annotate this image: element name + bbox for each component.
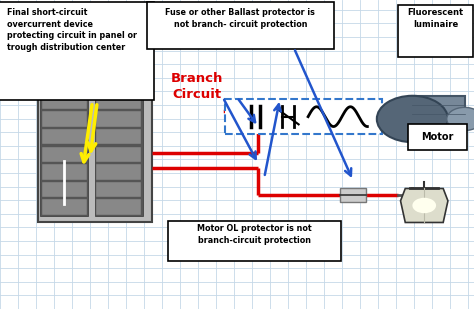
Bar	[225, 99, 382, 134]
Text: Final short-circuit
overcurrent device
protecting circuit in panel or
trough dis: Final short-circuit overcurrent device p…	[7, 8, 137, 52]
Bar	[42, 129, 87, 145]
Bar	[96, 199, 141, 215]
Bar	[42, 94, 87, 109]
Bar	[42, 112, 87, 127]
Bar	[42, 146, 87, 162]
Text: Motor: Motor	[421, 132, 454, 142]
Polygon shape	[401, 188, 448, 222]
Bar	[412, 96, 465, 142]
Bar	[96, 76, 141, 92]
Bar	[96, 112, 141, 127]
FancyBboxPatch shape	[168, 221, 341, 261]
Bar	[95, 49, 143, 216]
Text: Fluorescent
luminaire: Fluorescent luminaire	[408, 8, 464, 28]
Bar	[96, 146, 141, 162]
Bar	[96, 129, 141, 145]
FancyBboxPatch shape	[408, 124, 467, 150]
Text: Motor OL protector is not
branch-circuit protection: Motor OL protector is not branch-circuit…	[197, 224, 312, 245]
Circle shape	[447, 108, 474, 131]
Bar	[42, 199, 87, 215]
Text: Branch
Circuit: Branch Circuit	[171, 72, 223, 101]
Bar	[42, 182, 87, 197]
Circle shape	[377, 96, 448, 142]
Bar	[340, 188, 366, 202]
FancyBboxPatch shape	[0, 2, 154, 100]
Bar	[96, 182, 141, 197]
FancyBboxPatch shape	[147, 2, 334, 49]
Text: Fuse or other Ballast protector is
not branch- circuit protection: Fuse or other Ballast protector is not b…	[165, 8, 315, 28]
Bar	[42, 59, 87, 74]
Bar	[96, 164, 141, 180]
Bar	[42, 76, 87, 92]
Bar	[38, 43, 152, 222]
FancyBboxPatch shape	[398, 5, 473, 57]
Circle shape	[412, 198, 436, 213]
Bar	[42, 164, 87, 180]
Bar	[96, 94, 141, 109]
Bar	[96, 59, 141, 74]
Bar	[40, 49, 88, 216]
